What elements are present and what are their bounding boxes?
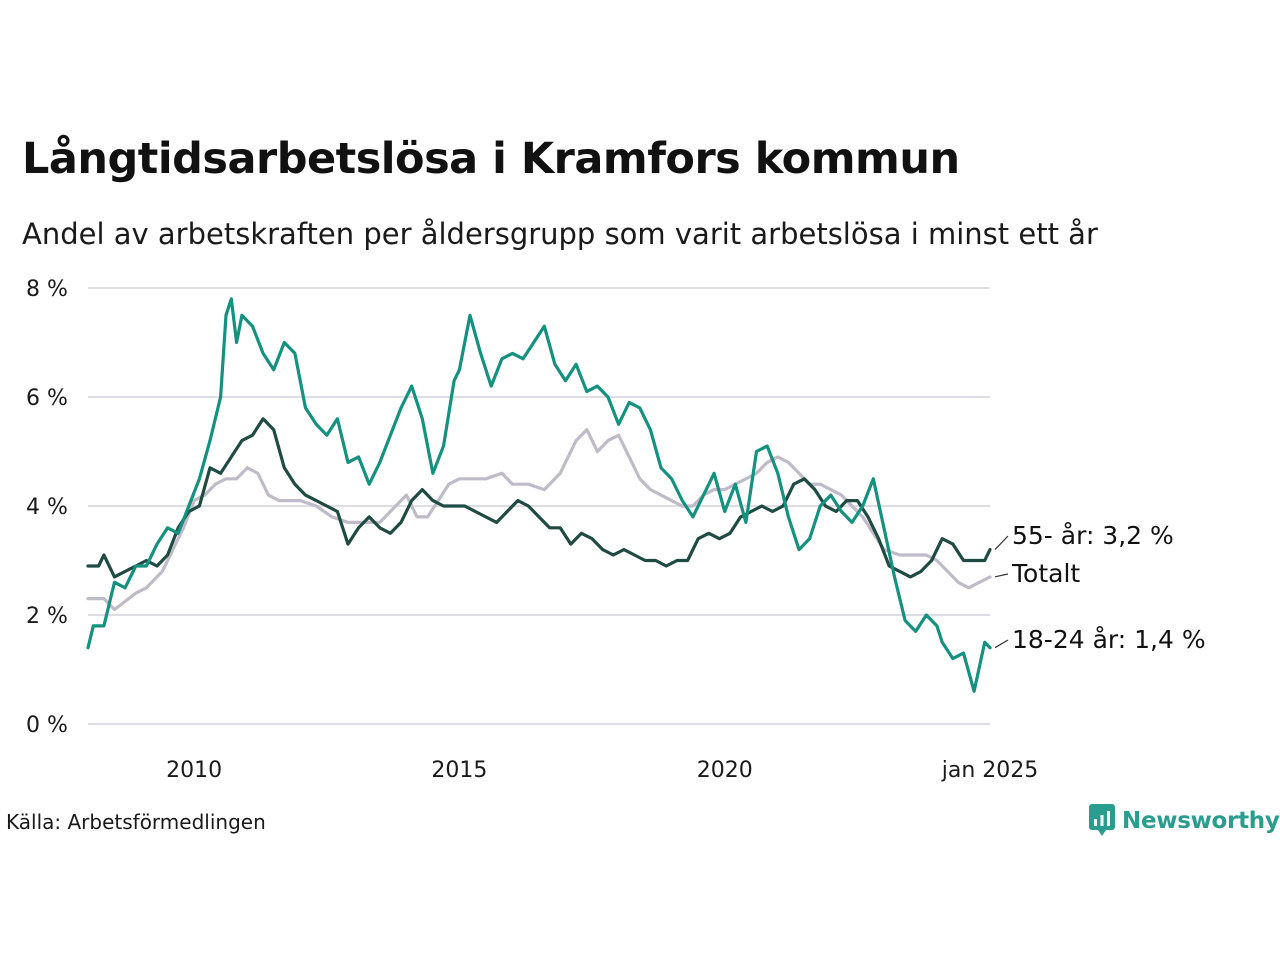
grid-lines <box>88 287 990 725</box>
y-tick-label: 2 % <box>26 604 68 629</box>
series-line-age1824 <box>86 297 992 693</box>
series-lines <box>86 297 992 693</box>
y-tick-label: 4 % <box>26 495 68 520</box>
chart-subtitle: Andel av arbetskraften per åldersgrupp s… <box>22 217 1098 251</box>
label-connector <box>994 535 1009 551</box>
y-tick-label: 6 % <box>26 386 68 411</box>
y-tick-label: 0 % <box>26 713 68 738</box>
series-label-totalt: Totalt <box>1011 559 1080 588</box>
x-tick-label: 2010 <box>166 758 222 783</box>
series-label-age1824: 18-24 år: 1,4 % <box>1012 625 1206 654</box>
bar-chart-icon <box>1089 804 1115 836</box>
series-line-age55 <box>86 417 992 579</box>
x-tick-label: jan 2025 <box>941 758 1039 783</box>
y-axis-ticks: 0 % 2 % 4 % 6 % 8 % <box>26 277 68 738</box>
brand-name: Newsworthy <box>1122 808 1280 834</box>
newsworthy-logo: Newsworthy <box>1088 803 1280 839</box>
line-chart: 0 % 2 % 4 % 6 % 8 % 2010 2015 2020 jan 2025 Tot… <box>26 277 1206 783</box>
x-tick-label: 2015 <box>431 758 487 783</box>
label-connector <box>994 573 1009 578</box>
x-axis-ticks: 2010 2015 2020 jan 2025 <box>166 758 1038 783</box>
label-connector <box>994 639 1009 649</box>
source-note: Källa: Arbetsförmedlingen <box>6 810 266 834</box>
series-line-totalt <box>86 428 992 612</box>
x-tick-label: 2020 <box>697 758 753 783</box>
series-labels: Totalt 55- år: 3,2 % 18-24 år: 1,4 % <box>994 521 1206 654</box>
series-label-age55: 55- år: 3,2 % <box>1012 521 1174 550</box>
chart-title: Långtidsarbetslösa i Kramfors kommun <box>22 134 960 184</box>
y-tick-label: 8 % <box>26 277 68 302</box>
